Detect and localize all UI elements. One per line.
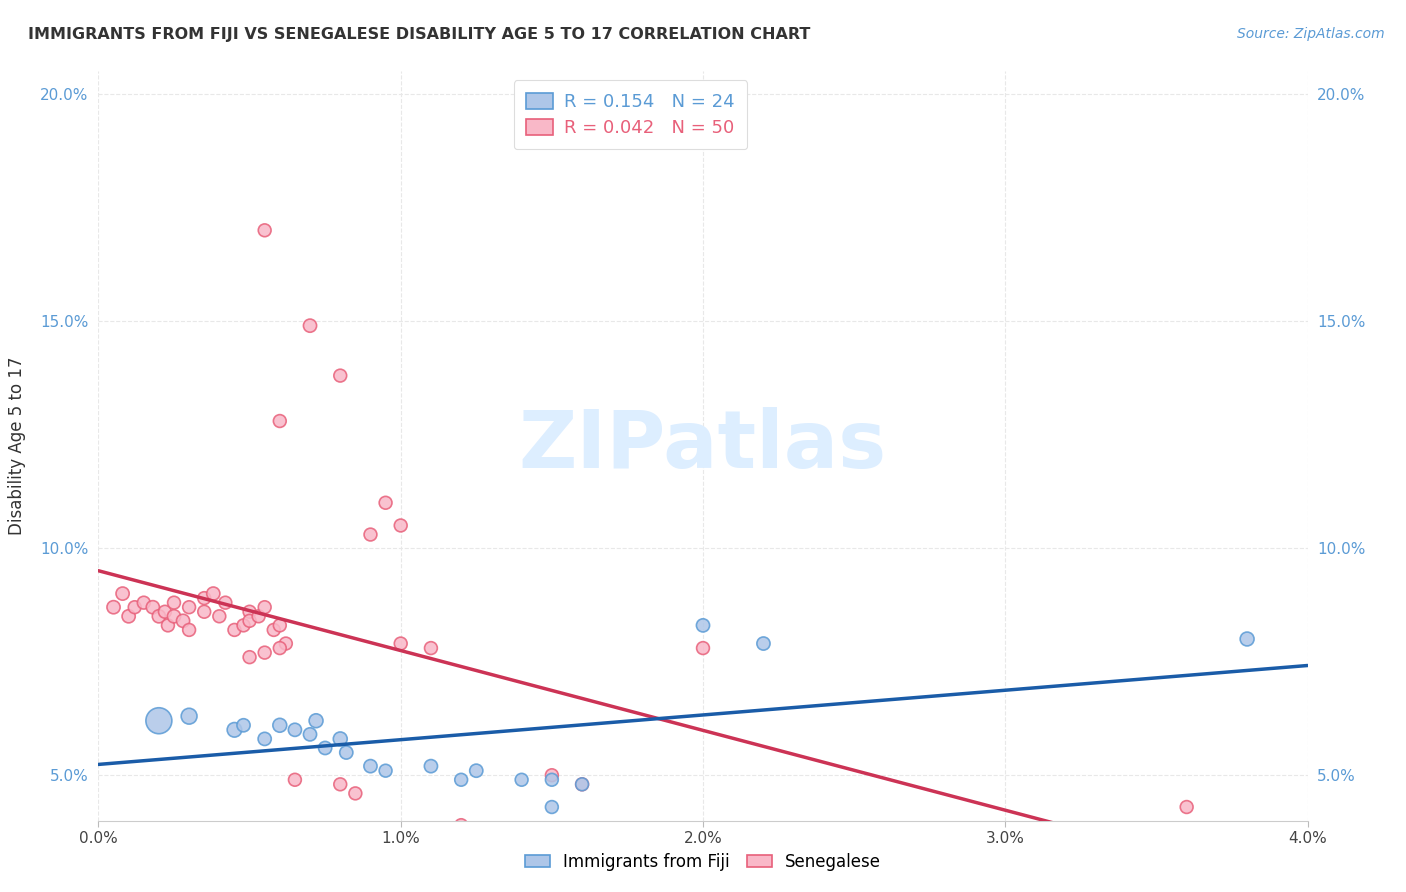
Point <box>692 641 714 656</box>
Point <box>163 609 186 624</box>
Point <box>253 600 276 615</box>
Point <box>179 709 201 723</box>
Y-axis label: Disability Age 5 to 17: Disability Age 5 to 17 <box>8 357 27 535</box>
Point <box>1236 632 1258 646</box>
Point <box>253 646 276 660</box>
Point <box>148 714 170 728</box>
Point <box>224 723 246 737</box>
Point <box>360 759 382 773</box>
Point <box>172 614 194 628</box>
Point <box>247 609 270 624</box>
Point <box>299 727 322 741</box>
Point <box>314 741 336 756</box>
Point <box>335 746 357 760</box>
Point <box>253 731 276 746</box>
Point <box>263 623 285 637</box>
Text: ZIPatlas: ZIPatlas <box>519 407 887 485</box>
Point <box>239 614 262 628</box>
Point <box>299 318 322 333</box>
Point <box>253 223 276 237</box>
Point <box>269 618 291 632</box>
Point <box>540 800 562 814</box>
Point <box>692 855 714 869</box>
Point <box>193 605 215 619</box>
Point <box>360 527 382 541</box>
Point <box>148 609 170 624</box>
Point <box>752 636 775 650</box>
Point <box>540 772 562 787</box>
Point <box>269 641 291 656</box>
Point <box>224 623 246 637</box>
Point <box>420 759 443 773</box>
Point <box>481 836 503 850</box>
Point <box>284 772 307 787</box>
Point <box>1175 800 1198 814</box>
Point <box>111 586 134 600</box>
Point <box>118 609 141 624</box>
Point <box>153 605 176 619</box>
Point <box>329 731 352 746</box>
Point <box>450 818 472 832</box>
Point <box>389 636 412 650</box>
Point <box>450 772 472 787</box>
Point <box>179 623 201 637</box>
Legend: Immigrants from Fiji, Senegalese: Immigrants from Fiji, Senegalese <box>516 845 890 880</box>
Point <box>374 764 396 778</box>
Point <box>269 718 291 732</box>
Point <box>239 605 262 619</box>
Point <box>232 718 254 732</box>
Point <box>692 618 714 632</box>
Point <box>374 496 396 510</box>
Point <box>571 777 593 791</box>
Point <box>163 596 186 610</box>
Point <box>420 641 443 656</box>
Legend: R = 0.154   N = 24, R = 0.042   N = 50: R = 0.154 N = 24, R = 0.042 N = 50 <box>513 80 748 150</box>
Point <box>329 368 352 383</box>
Point <box>232 618 254 632</box>
Text: IMMIGRANTS FROM FIJI VS SENEGALESE DISABILITY AGE 5 TO 17 CORRELATION CHART: IMMIGRANTS FROM FIJI VS SENEGALESE DISAB… <box>28 27 810 42</box>
Point <box>269 414 291 428</box>
Point <box>510 772 533 787</box>
Point <box>344 786 367 800</box>
Point <box>239 650 262 665</box>
Text: Source: ZipAtlas.com: Source: ZipAtlas.com <box>1237 27 1385 41</box>
Point <box>284 723 307 737</box>
Point <box>193 591 215 606</box>
Point <box>305 714 328 728</box>
Point <box>179 600 201 615</box>
Point <box>214 596 236 610</box>
Point <box>132 596 155 610</box>
Point <box>103 600 125 615</box>
Point <box>202 586 225 600</box>
Point <box>571 777 593 791</box>
Point <box>329 777 352 791</box>
Point <box>124 600 146 615</box>
Point <box>540 768 562 782</box>
Point <box>208 609 231 624</box>
Point <box>274 636 297 650</box>
Point <box>156 618 179 632</box>
Point <box>389 518 412 533</box>
Point <box>142 600 165 615</box>
Point <box>465 764 488 778</box>
